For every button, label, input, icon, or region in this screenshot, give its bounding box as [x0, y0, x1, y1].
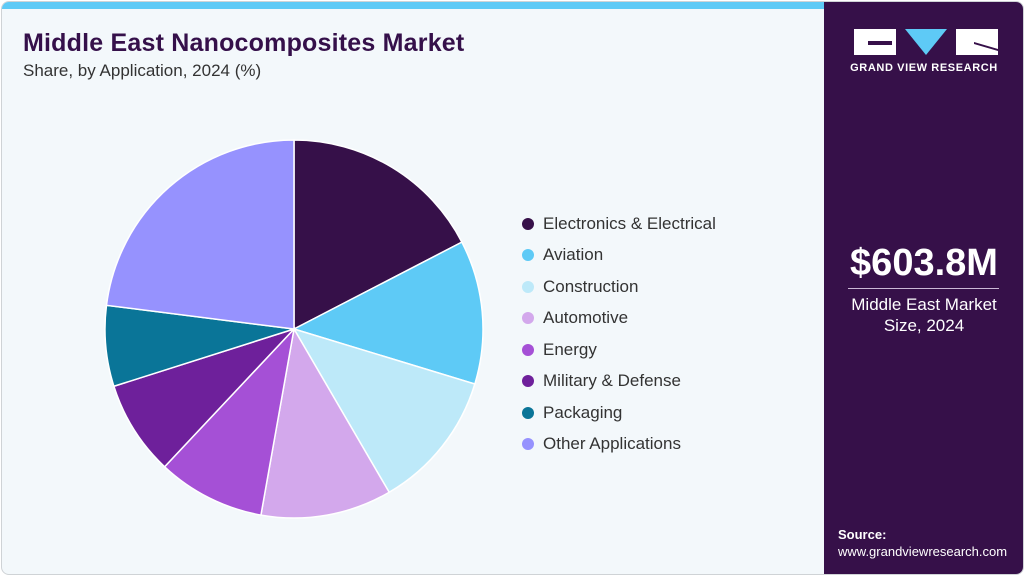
source-link[interactable]: www.grandviewresearch.com: [838, 544, 1008, 559]
legend-item: Electronics & Electrical: [522, 208, 716, 240]
market-size-label-line1: Middle East Market: [851, 295, 997, 314]
legend-dot-icon: [522, 312, 534, 325]
pie-slice: [293, 139, 463, 331]
legend-dot-icon: [522, 343, 534, 356]
grand-view-research-logo-icon: [854, 29, 998, 55]
pie-slice: [105, 139, 295, 330]
chart-legend: Electronics & Electrical Aviation Constr…: [522, 208, 716, 460]
legend-label: Packaging: [543, 402, 623, 422]
legend-label: Automotive: [543, 308, 629, 328]
legend-dot-icon: [522, 406, 534, 419]
pie-slice: [163, 326, 296, 516]
legend-item: Other Applications: [522, 429, 716, 461]
legend-item: Construction: [522, 271, 716, 303]
pie-chart: [104, 139, 484, 519]
info-panel: GRAND VIEW RESEARCH $603.8M Middle East …: [824, 2, 1023, 574]
legend-label: Other Applications: [543, 434, 681, 454]
legend-dot-icon: [522, 375, 534, 388]
market-size-label-line2: Size, 2024: [883, 316, 965, 335]
legend-dot-icon: [522, 438, 534, 451]
legend-dot-icon: [522, 249, 534, 262]
legend-item: Energy: [522, 334, 716, 366]
legend-item: Automotive: [522, 303, 716, 335]
legend-label: Military & Defense: [543, 371, 681, 391]
market-size-label: Middle East Market Size, 2024: [824, 294, 1023, 336]
legend-dot-icon: [522, 217, 534, 230]
legend-item: Aviation: [522, 240, 716, 272]
legend-item: Military & Defense: [522, 366, 716, 398]
chart-title: Middle East Nanocomposites Market: [23, 29, 465, 57]
chart-subtitle: Share, by Application, 2024 (%): [23, 61, 262, 80]
pie-slice: [260, 326, 391, 519]
pie-slice: [292, 241, 484, 385]
legend-label: Energy: [543, 339, 597, 359]
legend-label: Electronics & Electrical: [543, 213, 716, 233]
legend-label: Construction: [543, 276, 639, 296]
legend-dot-icon: [522, 280, 534, 293]
divider: [848, 288, 999, 289]
market-size-value: $603.8M: [850, 242, 998, 284]
accent-bar: [2, 2, 824, 9]
pie-slice: [292, 327, 476, 494]
legend-label: Aviation: [543, 245, 604, 265]
legend-item: Packaging: [522, 397, 716, 429]
brand-name: GRAND VIEW RESEARCH: [850, 62, 998, 74]
source-label: Source:: [838, 527, 887, 542]
pie-slice: [112, 327, 297, 468]
